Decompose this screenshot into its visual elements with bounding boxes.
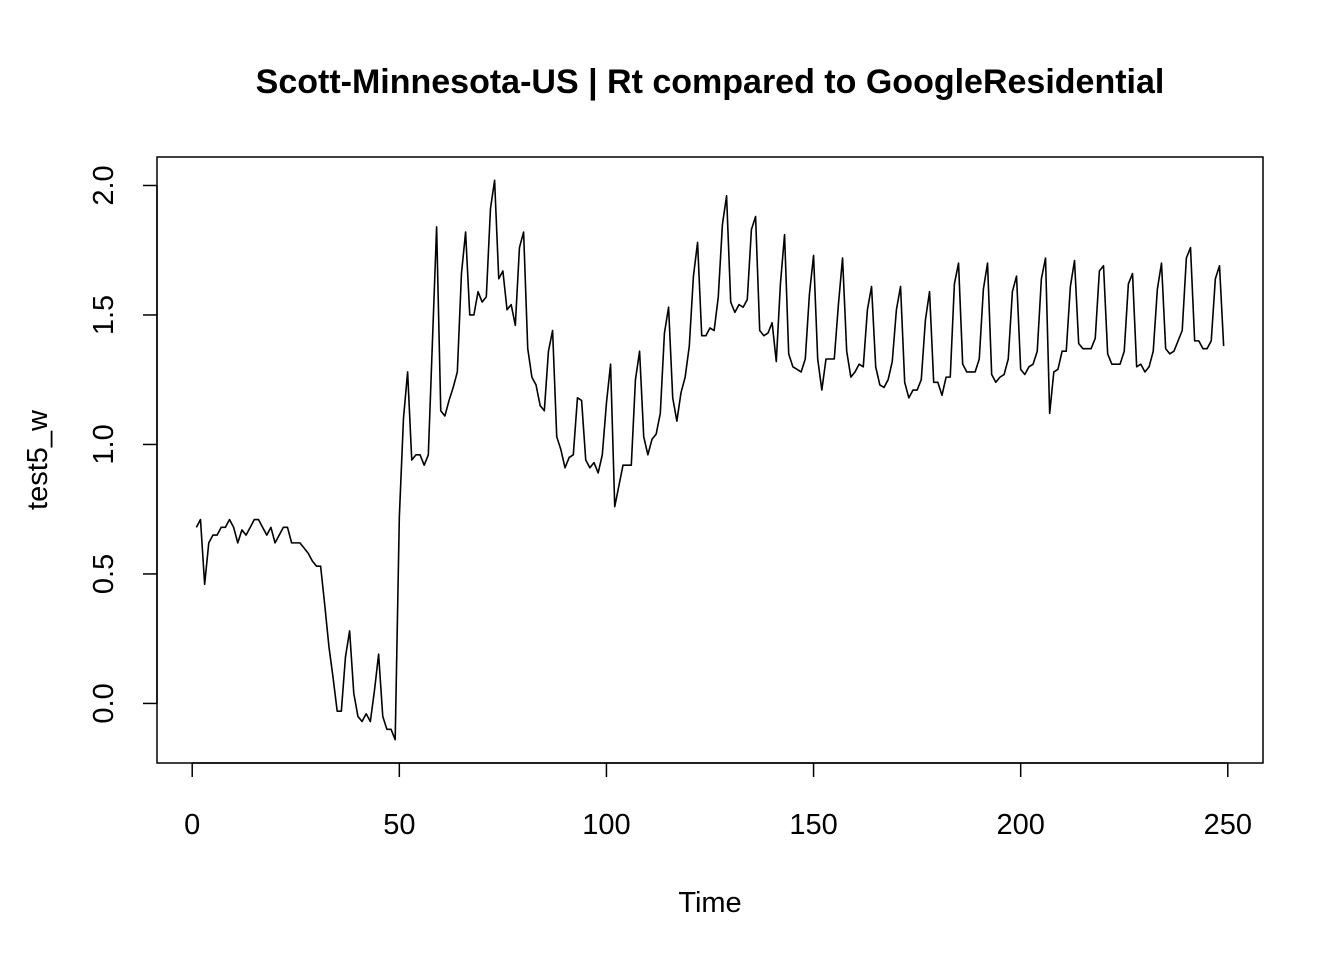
plot-frame bbox=[156, 156, 1264, 764]
x-tick-label: 250 bbox=[1204, 809, 1252, 841]
y-tick-label: 0.0 bbox=[88, 683, 120, 723]
series-line-test5_w bbox=[195, 179, 1225, 741]
y-tick-label: 0.5 bbox=[88, 554, 120, 594]
x-tick-label: 150 bbox=[789, 809, 837, 841]
y-axis-label: test5_w bbox=[22, 409, 54, 510]
x-tick-label: 50 bbox=[383, 809, 415, 841]
x-axis: 0 50 100 150 200 250 bbox=[184, 762, 1252, 841]
x-tick-label: 100 bbox=[582, 809, 630, 841]
x-tick-label: 0 bbox=[184, 809, 200, 841]
y-tick-label: 1.5 bbox=[88, 295, 120, 335]
chart-title: Scott-Minnesota-US | Rt compared to Goog… bbox=[256, 63, 1165, 101]
y-tick-label: 2.0 bbox=[88, 165, 120, 205]
y-tick-label: 1.0 bbox=[88, 424, 120, 464]
x-axis-label: Time bbox=[678, 887, 741, 919]
y-axis: 0.0 0.5 1.0 1.5 2.0 bbox=[88, 165, 158, 724]
x-tick-label: 200 bbox=[996, 809, 1044, 841]
